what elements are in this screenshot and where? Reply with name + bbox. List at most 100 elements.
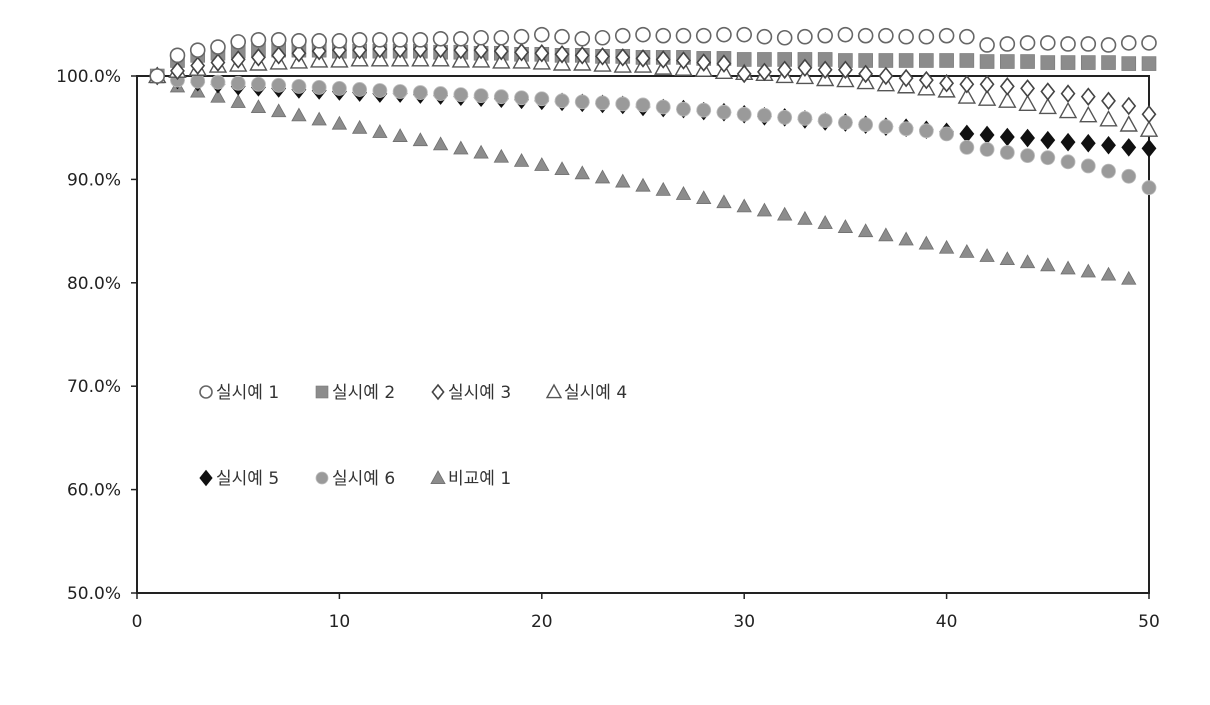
data-point <box>453 140 469 155</box>
data-point <box>898 68 914 88</box>
data-point <box>918 28 935 45</box>
data-point <box>736 26 753 43</box>
data-point <box>959 139 975 155</box>
data-point <box>554 161 570 176</box>
data-point <box>311 33 327 49</box>
legend-marker <box>199 469 213 487</box>
data-point <box>351 119 368 134</box>
data-point <box>1019 254 1036 269</box>
data-point <box>1101 55 1116 70</box>
data-point <box>716 54 732 73</box>
data-point <box>1099 109 1118 127</box>
data-point <box>716 26 732 43</box>
legend-item: 실시예 1 <box>199 383 279 403</box>
data-point <box>635 177 651 192</box>
data-point <box>836 70 855 88</box>
data-point <box>1100 37 1117 53</box>
data-point <box>473 29 489 46</box>
data-point <box>513 28 530 45</box>
data-point <box>615 173 631 188</box>
data-point <box>390 50 410 67</box>
data-point <box>514 42 529 62</box>
data-point <box>1020 79 1035 98</box>
x-tick-label: 20 <box>531 612 553 632</box>
data-point <box>291 43 307 63</box>
data-point <box>1020 148 1035 164</box>
data-point <box>695 27 712 44</box>
data-point <box>493 29 510 46</box>
data-point <box>210 39 226 55</box>
legend-item: 비교예 1 <box>430 469 511 489</box>
y-tick-label: 80.0% <box>67 274 121 294</box>
data-point <box>392 39 408 59</box>
data-point <box>453 87 469 103</box>
data-point <box>1060 84 1076 103</box>
data-point <box>1141 104 1157 124</box>
data-point <box>554 28 570 45</box>
series-3 <box>149 39 1157 124</box>
data-point <box>777 109 793 125</box>
legend-item: 실시예 2 <box>315 383 395 403</box>
data-point <box>878 227 894 242</box>
data-point <box>878 66 894 86</box>
data-point <box>493 148 509 163</box>
data-point <box>898 121 914 137</box>
data-point <box>574 30 591 47</box>
data-point <box>736 106 752 122</box>
data-point <box>311 79 327 95</box>
data-point <box>471 51 491 68</box>
data-point <box>979 54 995 69</box>
data-point <box>776 29 793 46</box>
series-1 <box>149 26 1157 84</box>
data-point <box>1020 128 1035 148</box>
data-point <box>1020 54 1035 69</box>
data-point <box>169 47 186 64</box>
data-point <box>817 60 833 80</box>
data-point <box>230 50 246 69</box>
data-point <box>614 27 631 44</box>
legend-label: 실시예 1 <box>216 383 279 403</box>
data-point <box>1079 105 1098 123</box>
data-point <box>594 169 611 184</box>
data-point <box>959 53 975 68</box>
data-point <box>1101 91 1116 111</box>
data-point <box>291 78 307 94</box>
x-tick-label: 10 <box>329 612 351 632</box>
data-point <box>1040 150 1056 166</box>
data-point <box>756 28 773 45</box>
data-point <box>473 40 489 60</box>
data-point <box>1121 138 1137 157</box>
data-point <box>493 89 509 105</box>
data-point <box>999 251 1015 266</box>
data-point <box>1060 132 1076 152</box>
data-point <box>370 50 390 67</box>
data-point <box>858 117 874 132</box>
data-point <box>1101 135 1116 155</box>
data-point <box>270 32 287 48</box>
data-point <box>797 110 813 126</box>
data-point <box>431 50 450 67</box>
data-point <box>473 88 489 104</box>
data-point <box>1100 266 1117 281</box>
data-point <box>1018 94 1037 112</box>
y-axis: 50.0% 60.0% 70.0% 80.0% 90.0% 100.0% <box>56 67 137 604</box>
legend-item: 실시예 5 <box>199 469 279 489</box>
x-tick-label: 30 <box>733 612 755 632</box>
data-point <box>1080 36 1097 52</box>
data-point <box>1121 168 1137 184</box>
data-point <box>271 77 287 93</box>
legend-marker <box>545 383 563 399</box>
data-point <box>979 37 995 53</box>
data-point <box>251 76 266 92</box>
data-point <box>858 64 874 84</box>
legend-label: 실시예 3 <box>448 383 511 403</box>
data-point <box>514 90 529 106</box>
legend-marker <box>430 470 446 485</box>
data-point <box>939 53 954 68</box>
data-point <box>957 87 977 104</box>
data-point <box>189 42 206 58</box>
data-point <box>655 27 672 44</box>
data-point <box>655 50 671 69</box>
data-point <box>250 99 267 114</box>
data-point <box>939 73 955 93</box>
